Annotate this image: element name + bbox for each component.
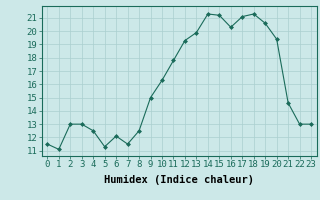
X-axis label: Humidex (Indice chaleur): Humidex (Indice chaleur) [104, 175, 254, 185]
